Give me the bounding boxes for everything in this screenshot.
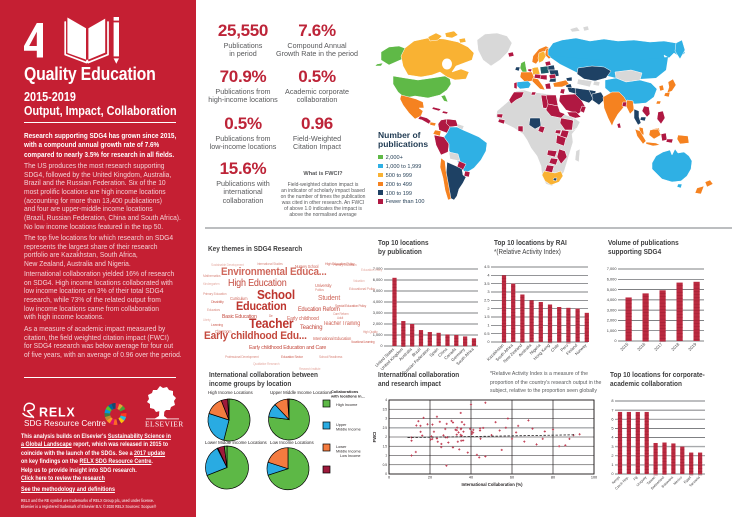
svg-text:Low Income: Low Income: [340, 454, 360, 458]
svg-text:Spain: Spain: [428, 346, 440, 358]
svg-text:High Income Locations: High Income Locations: [208, 390, 253, 395]
svg-text:1: 1: [611, 462, 613, 467]
svg-text:5: 5: [611, 426, 613, 431]
svg-text:Collaborations: Collaborations: [331, 389, 358, 394]
svg-text:80: 80: [551, 476, 555, 480]
svg-text:Mexico: Mexico: [673, 475, 684, 486]
svg-text:8: 8: [611, 398, 613, 403]
svg-text:1: 1: [487, 323, 489, 328]
svg-text:0: 0: [380, 343, 383, 348]
svg-text:2,000: 2,000: [607, 318, 618, 323]
svg-text:3: 3: [487, 289, 489, 294]
svg-text:0.5: 0.5: [383, 463, 388, 467]
svg-text:0: 0: [385, 472, 387, 476]
svg-text:Uruguay: Uruguay: [636, 475, 648, 487]
svg-text:3.5: 3.5: [383, 407, 388, 411]
svg-text:40: 40: [469, 476, 473, 480]
svg-text:3: 3: [611, 444, 613, 449]
svg-text:4: 4: [385, 398, 387, 402]
svg-text:2.5: 2.5: [484, 298, 489, 303]
svg-text:4,000: 4,000: [607, 297, 618, 302]
svg-text:7,000: 7,000: [607, 266, 618, 271]
svg-text:4.5: 4.5: [484, 264, 489, 269]
svg-text:7: 7: [611, 407, 613, 412]
svg-text:Egypt: Egypt: [683, 475, 692, 484]
svg-text:4,000: 4,000: [373, 299, 384, 304]
svg-text:3.5: 3.5: [484, 281, 489, 286]
svg-text:Upper: Upper: [336, 423, 347, 427]
svg-text:1,000: 1,000: [607, 328, 618, 333]
svg-text:3,000: 3,000: [607, 307, 618, 312]
svg-text:Middle Income: Middle Income: [336, 450, 361, 454]
svg-text:with locations in...: with locations in...: [330, 394, 365, 399]
svg-text:1.5: 1.5: [383, 445, 388, 449]
svg-text:2015: 2015: [619, 341, 630, 352]
svg-text:2: 2: [611, 453, 613, 458]
svg-text:1.5: 1.5: [484, 314, 489, 319]
svg-text:2.5: 2.5: [383, 426, 388, 430]
svg-text:Lower Middle Income Locations: Lower Middle Income Locations: [205, 440, 268, 445]
svg-text:6,000: 6,000: [373, 277, 384, 282]
svg-text:2,000: 2,000: [373, 321, 384, 326]
svg-text:2016: 2016: [636, 341, 647, 352]
svg-text:2019: 2019: [687, 341, 698, 352]
svg-text:0: 0: [614, 338, 617, 343]
svg-text:Brazil: Brazil: [411, 347, 422, 358]
svg-text:100: 100: [591, 476, 597, 480]
svg-text:International Collaboration (%: International Collaboration (%): [462, 482, 524, 487]
svg-text:SDG Resource Centre: SDG Resource Centre: [24, 419, 106, 428]
svg-text:Lower: Lower: [336, 445, 347, 449]
svg-text:Peru: Peru: [559, 342, 569, 352]
svg-text:4: 4: [487, 273, 490, 278]
svg-text:3: 3: [385, 417, 387, 421]
svg-text:2018: 2018: [670, 341, 681, 352]
svg-text:Taiwan: Taiwan: [646, 475, 656, 485]
svg-text:RELX: RELX: [39, 406, 76, 420]
svg-text:0: 0: [487, 339, 490, 344]
svg-text:2: 2: [487, 306, 489, 311]
svg-text:6: 6: [611, 416, 613, 421]
svg-text:Kenya: Kenya: [611, 475, 621, 485]
svg-text:Low Income Locations: Low Income Locations: [270, 440, 314, 445]
svg-text:0: 0: [388, 476, 390, 480]
svg-text:5,000: 5,000: [607, 287, 618, 292]
svg-text:0.5: 0.5: [484, 331, 489, 336]
svg-text:2017: 2017: [653, 341, 664, 352]
svg-text:1,000: 1,000: [373, 332, 384, 337]
svg-text:Chile: Chile: [550, 342, 561, 353]
svg-text:Middle Income: Middle Income: [336, 428, 361, 432]
svg-text:China: China: [437, 346, 449, 358]
svg-text:3,000: 3,000: [373, 310, 384, 315]
svg-text:0: 0: [611, 471, 614, 476]
svg-text:6,000: 6,000: [607, 277, 618, 282]
svg-text:Upper Middle Income Locations: Upper Middle Income Locations: [270, 390, 333, 395]
svg-text:4: 4: [611, 435, 614, 440]
svg-text:ELSEVIER: ELSEVIER: [145, 420, 184, 429]
svg-text:FWCI: FWCI: [372, 432, 377, 443]
svg-text:20: 20: [428, 476, 432, 480]
svg-text:60: 60: [510, 476, 514, 480]
svg-text:Fiji: Fiji: [633, 475, 639, 481]
svg-text:5,000: 5,000: [373, 288, 384, 293]
svg-text:7,000: 7,000: [373, 266, 384, 271]
svg-text:2: 2: [385, 435, 387, 439]
svg-text:High Income: High Income: [336, 403, 357, 407]
svg-text:1: 1: [385, 454, 387, 458]
